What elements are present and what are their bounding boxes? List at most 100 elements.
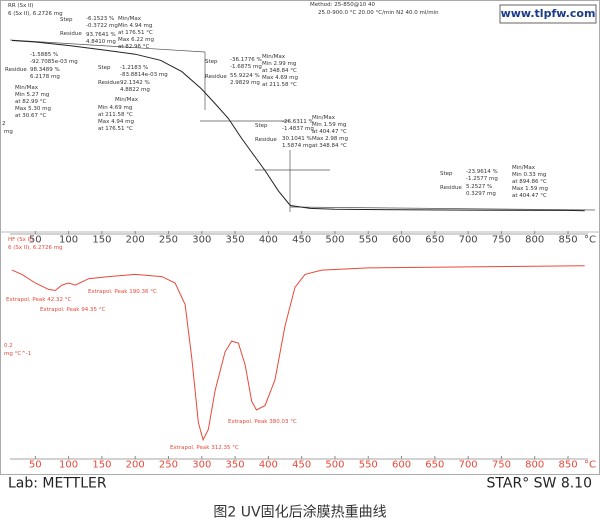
annotation: -1.2577 mg xyxy=(466,176,498,182)
annotation: Min/Max xyxy=(15,85,39,91)
lab-label: Lab: METTLER xyxy=(8,476,107,492)
caption: 图2 UV固化后涂膜热重曲线 xyxy=(213,505,386,521)
annotation: Max 1.59 mg xyxy=(512,186,548,192)
annotation: Min 0.33 mg xyxy=(512,172,546,178)
annotation: -23.9614 % xyxy=(466,169,498,175)
x-tick-label: 50 xyxy=(29,459,42,470)
x-tick-label: 50 xyxy=(29,234,42,245)
annotation: RR (Sx II) xyxy=(8,3,33,9)
annotation: at 404.47 °C xyxy=(312,129,347,135)
analysis-lines xyxy=(9,39,596,212)
x-tick-label: 100 xyxy=(59,234,78,245)
annotation: Step xyxy=(205,59,218,65)
annotation: Min/Max xyxy=(115,97,139,103)
annotation: -0.3722 mg xyxy=(86,23,118,29)
data-line xyxy=(11,40,585,212)
x-tick-label: 850 xyxy=(558,234,577,245)
x-tick-label: 650 xyxy=(425,234,444,245)
annotation: Extrapol. Peak 312.35 °C xyxy=(170,445,239,451)
annotation: at 82.99 °C xyxy=(15,99,47,105)
x-tick-label: 750 xyxy=(492,459,511,470)
x-tick-label: 500 xyxy=(325,234,344,245)
annotation: Residue xyxy=(255,137,277,143)
annotation: Min/Max xyxy=(118,16,142,22)
x-axis-label: °C xyxy=(584,459,596,470)
annotation: Residue xyxy=(60,31,82,37)
annotation: 25.0-900.0 °C 20.00 °C/min N2 40.0 ml/mi… xyxy=(318,10,439,16)
watermark: www.tlpfw.com xyxy=(501,7,596,20)
x-tick-label: 450 xyxy=(292,459,311,470)
annotation: 55.9224 % xyxy=(230,73,260,79)
x-tick-label: 850 xyxy=(558,459,577,470)
annotation: Min 4.69 mg xyxy=(98,105,132,111)
data-line xyxy=(11,265,585,442)
x-tick-label: 200 xyxy=(126,234,145,245)
annotation: 2 xyxy=(2,121,6,127)
annotation: Extrapol. Peak 94.35 °C xyxy=(40,307,105,313)
x-tick-label: 350 xyxy=(226,459,245,470)
x-tick-label: 700 xyxy=(459,459,478,470)
frame xyxy=(0,0,600,475)
annotation: Method: 25-850@10 40 xyxy=(310,2,375,8)
annotation: at 211.58 °C xyxy=(98,112,133,118)
annotation: 0.2 xyxy=(4,343,13,349)
annotation: mg °C^-1 xyxy=(4,351,31,357)
annotation: -83.8814e-03 mg xyxy=(120,72,168,78)
x-tick-label: 550 xyxy=(359,459,378,470)
annotation: at 348.84 °C xyxy=(312,143,347,149)
x-tick-label: 800 xyxy=(525,459,544,470)
x-tick-label: 500 xyxy=(325,459,344,470)
x-tick-label: 300 xyxy=(192,234,211,245)
x-tick-label: 600 xyxy=(392,459,411,470)
annotation: at 211.58 °C xyxy=(262,82,297,88)
annotation: mg xyxy=(4,129,13,135)
annotation: 5.2527 % xyxy=(466,184,492,190)
annotation: -26.6311 % xyxy=(282,119,314,125)
annotation: 6 (Sx II), 6.2726 mg xyxy=(8,11,63,17)
x-tick-label: 650 xyxy=(425,459,444,470)
annotation: Max 4.94 mg xyxy=(98,119,134,125)
x-axis-label: °C xyxy=(584,234,596,245)
annotation: at 176.51 °C xyxy=(98,126,133,132)
x-tick-label: 150 xyxy=(92,234,111,245)
annotation: -1.6875 mg xyxy=(230,64,262,70)
annotation: Max 6.22 mg xyxy=(118,37,154,43)
annotation: Max 4.69 mg xyxy=(262,75,298,81)
x-tick-label: 700 xyxy=(459,234,478,245)
x-tick-label: 250 xyxy=(159,234,178,245)
annotation: Extrapol. Peak 190.36 °C xyxy=(88,289,157,295)
annotation: 98.3489 % xyxy=(30,67,60,73)
x-tick-label: 750 xyxy=(492,234,511,245)
annotation: Min 4.94 mg xyxy=(118,23,152,29)
annotation: at 176.51 °C xyxy=(118,30,153,36)
annotation: 30.1041 % xyxy=(282,136,312,142)
annotation: -1.4837 mg xyxy=(282,126,314,132)
annotation: Residue xyxy=(205,74,227,80)
x-tick-label: 250 xyxy=(159,459,178,470)
software-label: STAR° SW 8.10 xyxy=(487,476,592,492)
annotation: -1.5885 % xyxy=(30,52,58,58)
annotation: -36.1776 % xyxy=(230,57,262,63)
x-tick-label: 150 xyxy=(92,459,111,470)
x-tick-label: 100 xyxy=(59,459,78,470)
x-tick-label: 450 xyxy=(292,234,311,245)
annotation: Max 5.30 mg xyxy=(15,106,51,112)
annotation: 0.3297 mg xyxy=(466,191,496,197)
annotation: at 404.47 °C xyxy=(512,193,547,199)
watermark-box xyxy=(499,4,597,24)
annotation: 4.8822 mg xyxy=(120,87,150,93)
annotation: Max 2.98 mg xyxy=(312,136,348,142)
x-tick-label: 550 xyxy=(359,234,378,245)
annotation: 1.5874 mg xyxy=(282,143,312,149)
x-tick-label: 600 xyxy=(392,234,411,245)
annotation: Residue xyxy=(5,67,27,73)
annotation: Residue xyxy=(98,80,120,86)
annotation: Min 1.59 mg xyxy=(312,122,346,128)
annotation: Extrapol. Peak 380.03 °C xyxy=(228,419,297,425)
annotation: Min/Max xyxy=(312,115,336,121)
x-tick-label: 400 xyxy=(259,459,278,470)
annotation: Residue xyxy=(440,185,462,191)
annotation: Step xyxy=(60,17,73,23)
x-tick-label: 350 xyxy=(226,234,245,245)
